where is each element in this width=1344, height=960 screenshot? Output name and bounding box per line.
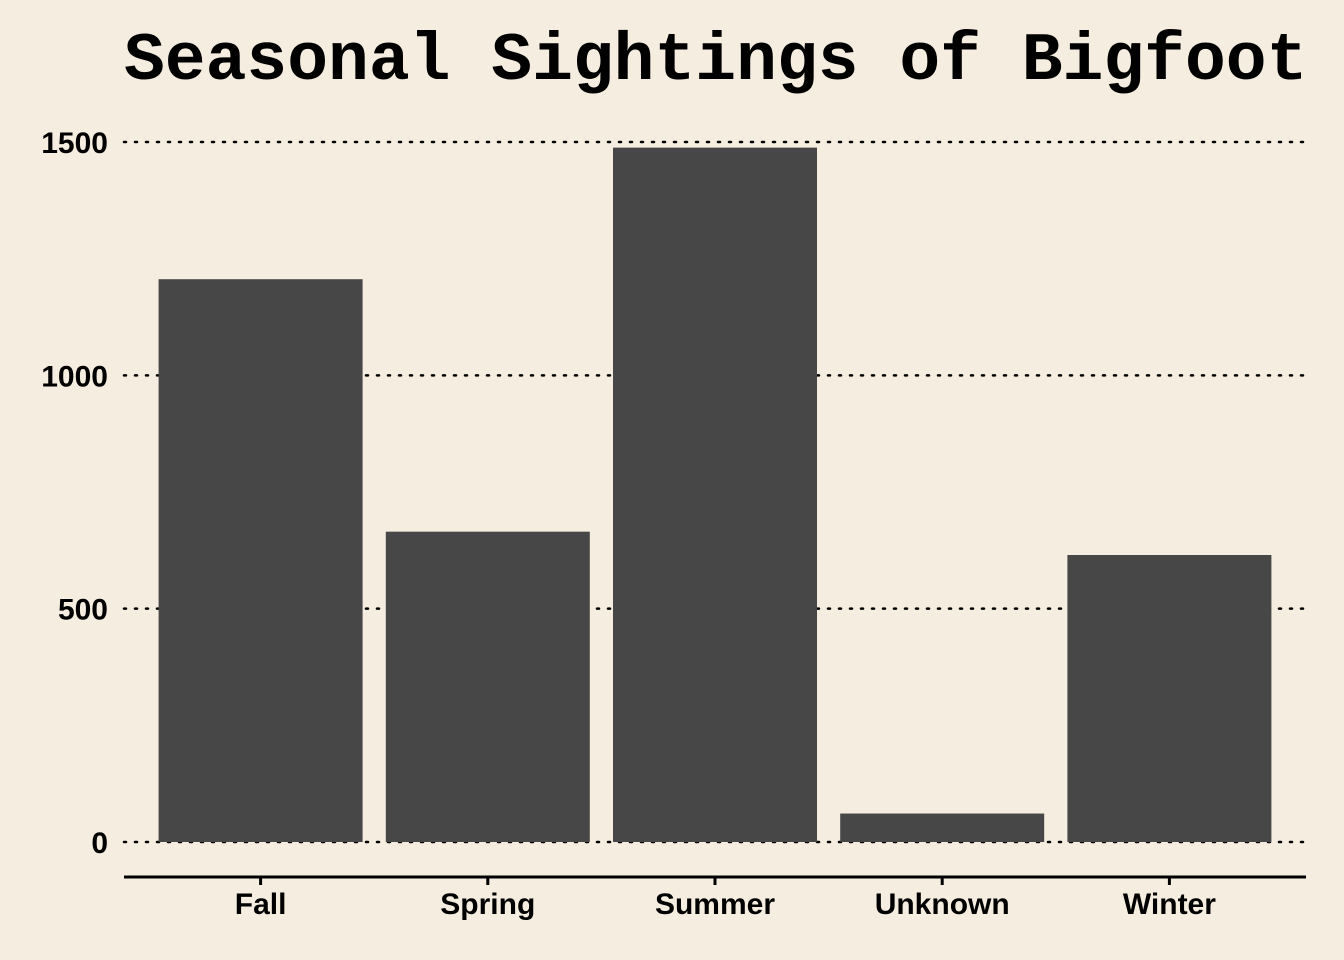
- y-tick-label: 1000: [41, 360, 108, 393]
- x-tick-label: Fall: [235, 888, 287, 921]
- y-tick-label: 1500: [41, 127, 108, 160]
- x-tick-label: Unknown: [875, 888, 1010, 921]
- x-tick-label: Winter: [1123, 888, 1216, 921]
- axis-layer: 0 500 1000 1500 Fall Spring Summer Unknown Winte…: [41, 127, 1306, 921]
- bar-unknown: [840, 813, 1045, 842]
- chart-title: Seasonal Sightings of Bigfoot: [124, 23, 1308, 100]
- y-tick-label: 0: [91, 827, 108, 860]
- bar-layer: [158, 147, 1272, 843]
- x-tick-label: Spring: [440, 888, 535, 921]
- bar-winter: [1067, 555, 1272, 842]
- bar-summer: [613, 147, 817, 843]
- x-tick-label: Summer: [655, 888, 775, 921]
- bar-spring: [385, 531, 590, 842]
- y-tick-label: 500: [58, 594, 108, 627]
- bar-fall: [158, 279, 363, 842]
